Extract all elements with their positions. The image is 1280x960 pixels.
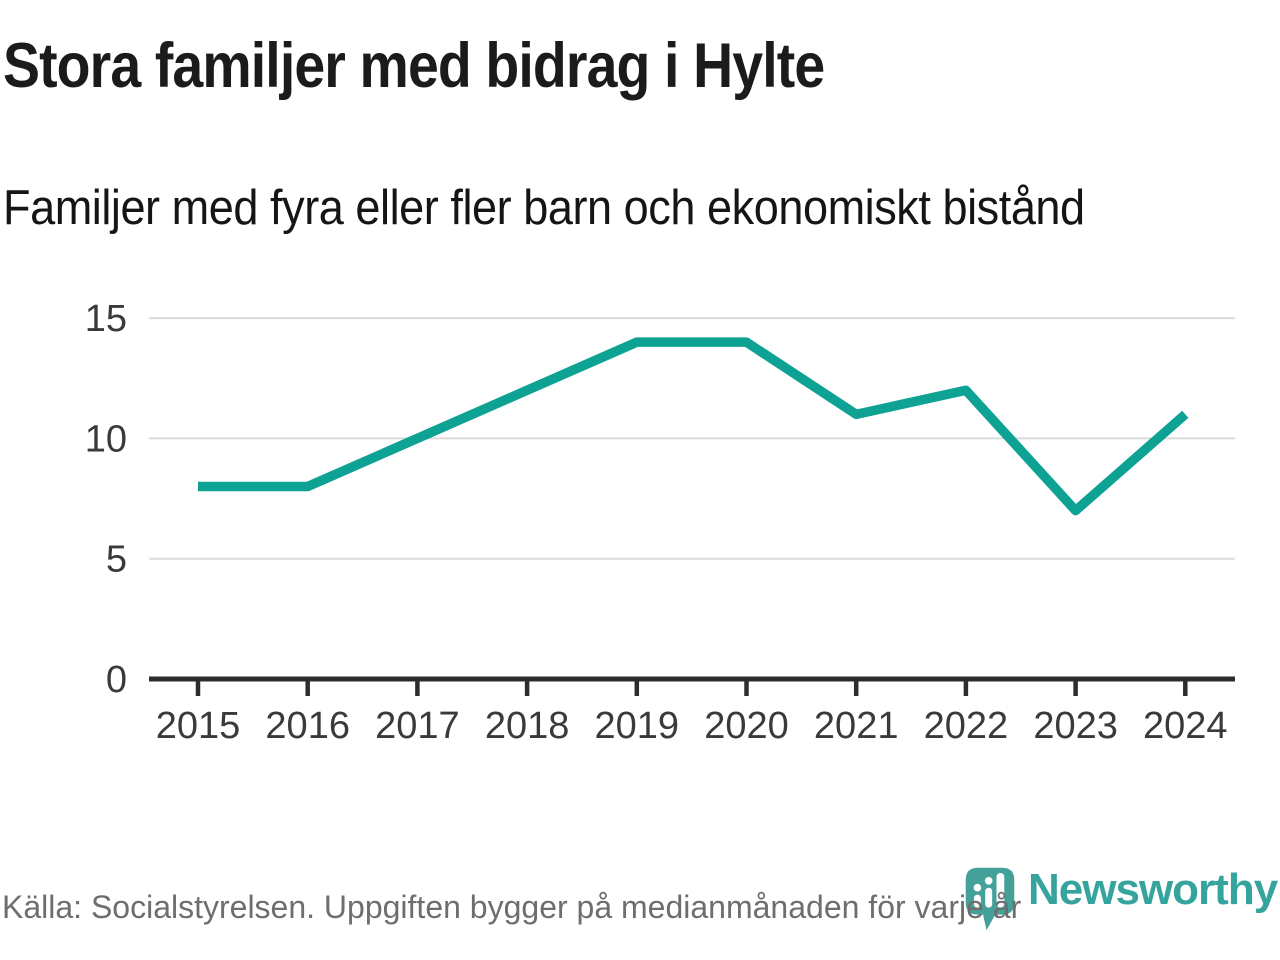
chart-subtitle: Familjer med fyra eller fler barn och ek… (3, 181, 1085, 235)
x-tick-label-2023: 2023 (1033, 705, 1118, 747)
y-tick-label-10: 10 (85, 418, 127, 460)
x-tick-label-2024: 2024 (1143, 705, 1228, 747)
newsworthy-wordmark: Newsworthy (1028, 865, 1278, 914)
y-tick-label-15: 15 (85, 298, 127, 340)
y-tick-label-0: 0 (106, 659, 127, 701)
x-tick-label-2018: 2018 (485, 705, 570, 747)
newsworthy-speech-bubble-bar-chart-icon (965, 867, 1015, 931)
x-tick-label-2015: 2015 (156, 705, 241, 747)
x-tick-label-2017: 2017 (375, 705, 460, 747)
source-note: Källa: Socialstyrelsen. Uppgiften bygger… (2, 889, 1022, 925)
x-tick-label-2022: 2022 (924, 705, 1009, 747)
x-tick-label-2021: 2021 (814, 705, 899, 747)
data-series-line (198, 337, 1189, 516)
newsworthy-logo: Newsworthy (964, 855, 1278, 932)
chart-title: Stora familjer med bidrag i Hylte (3, 31, 825, 101)
x-tick-label-2020: 2020 (704, 705, 789, 747)
x-tick-label-2016: 2016 (265, 705, 350, 747)
x-tick-label-2019: 2019 (595, 705, 680, 747)
y-tick-label-5: 5 (106, 539, 127, 581)
bar-chart-glyph (973, 873, 1005, 908)
